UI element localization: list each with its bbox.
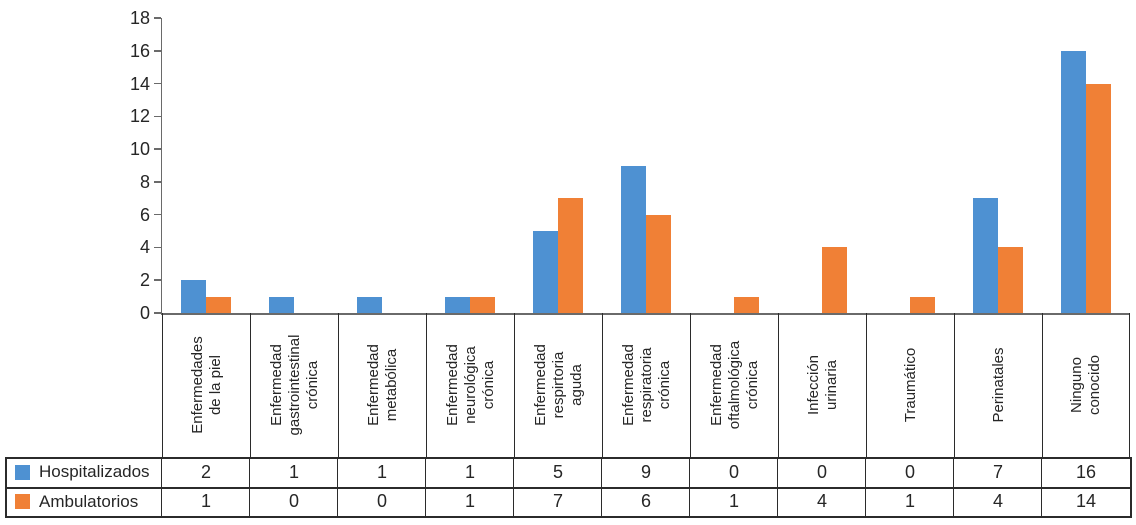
table-border-top (5, 457, 1132, 459)
y-tick-mark (153, 181, 161, 183)
category-cell-1: Enfermedad gastrointestinal crónica (250, 313, 338, 457)
table-cell-ambulatorios-5: 6 (640, 491, 651, 511)
table-cell-hospitalizados-3: 1 (464, 462, 475, 482)
category-cell-3: Enfermedad neurológica crónica (426, 313, 514, 457)
table-border-bottom (5, 516, 1132, 518)
table-column-border (952, 457, 954, 516)
y-tick-mark (153, 82, 161, 85)
table-cell-ambulatorios-7: 4 (816, 491, 827, 511)
legend-label-hospitalizados: Hospitalizados (39, 462, 150, 481)
table-border-middle (5, 487, 1132, 489)
table-cell-ambulatorios-6: 1 (728, 491, 739, 511)
y-tick-label: 0 (139, 303, 150, 323)
y-tick-mark (153, 246, 161, 249)
bar-ambulatorios-4 (558, 198, 583, 313)
bar-hospitalizados-4 (533, 231, 558, 313)
table-column-border (1040, 457, 1042, 516)
category-cell-2: Enfermedad metabólica (338, 313, 426, 457)
table-cell-hospitalizados-2: 1 (376, 462, 387, 482)
legend-label-ambulatorios: Ambulatorios (39, 492, 139, 511)
category-cell-5: Enfermedad respiratoria crónica (602, 313, 690, 457)
table-cell-hospitalizados-7: 0 (816, 462, 827, 482)
bar-ambulatorios-0 (206, 296, 231, 313)
y-tick-mark (153, 50, 161, 52)
table-cell-ambulatorios-10: 14 (1075, 491, 1097, 511)
table-column-border (160, 457, 162, 516)
bar-ambulatorios-9 (998, 247, 1023, 313)
y-tick-label: 8 (139, 171, 150, 192)
y-tick-mark (153, 312, 161, 314)
category-cell-0: Enfermedades de la piel (162, 313, 250, 457)
table-cell-hospitalizados-8: 0 (904, 462, 915, 482)
y-tick-label: 12 (129, 106, 150, 127)
bar-hospitalizados-5 (621, 165, 646, 313)
table-cell-ambulatorios-0: 1 (200, 491, 211, 511)
bar-hospitalizados-10 (1061, 50, 1086, 313)
y-tick-label: 18 (129, 8, 150, 28)
bar-hospitalizados-9 (973, 198, 998, 313)
table-column-border (600, 457, 602, 516)
y-tick-mark (153, 279, 161, 281)
category-cell-9: Perinatales (954, 313, 1042, 457)
table-cell-ambulatorios-8: 1 (904, 491, 915, 511)
category-cell-6: Enfermedad oftalmológica crónica (690, 313, 778, 457)
y-tick-mark (153, 148, 161, 150)
bar-hospitalizados-0 (181, 280, 206, 313)
y-tick-mark (153, 17, 161, 19)
bar-ambulatorios-7 (822, 247, 847, 313)
y-tick-label: 16 (129, 40, 150, 61)
legend-swatch-hospitalizados (15, 464, 30, 480)
y-tick-label: 14 (129, 73, 150, 94)
legend-swatch-ambulatorios (15, 494, 30, 509)
table-column-border (864, 457, 866, 516)
bar-hospitalizados-3 (445, 296, 470, 313)
y-tick-mark (153, 115, 161, 118)
y-tick-label: 2 (139, 270, 150, 291)
table-cell-hospitalizados-0: 2 (200, 462, 211, 482)
table-column-border (1130, 457, 1132, 516)
y-tick-label: 4 (139, 237, 150, 258)
bar-ambulatorios-5 (646, 214, 671, 313)
category-cell-4: Enfermedad respirtoria aguda (514, 313, 602, 457)
bar-ambulatorios-3 (470, 296, 495, 313)
table-column-border (424, 457, 426, 516)
table-cell-ambulatorios-9: 4 (992, 491, 1003, 511)
bar-hospitalizados-2 (357, 296, 382, 313)
y-axis-line (160, 18, 162, 313)
table-cell-ambulatorios-4: 7 (552, 491, 563, 511)
bar-hospitalizados-1 (269, 296, 294, 313)
table-cell-hospitalizados-4: 5 (552, 462, 563, 482)
table-cell-hospitalizados-1: 1 (288, 462, 299, 482)
table-column-border (248, 457, 250, 516)
table-cell-ambulatorios-1: 0 (288, 491, 299, 511)
table-column-border (336, 457, 338, 516)
category-cell-8: Traumático (866, 313, 954, 457)
table-cell-ambulatorios-2: 0 (376, 491, 387, 511)
table-column-border (776, 457, 778, 516)
table-cell-hospitalizados-6: 0 (728, 462, 739, 482)
y-tick-label: 10 (129, 139, 150, 160)
y-tick-mark (153, 213, 161, 216)
x-axis-line (160, 313, 1130, 315)
bar-ambulatorios-10 (1086, 83, 1111, 313)
table-border-left (5, 457, 7, 518)
y-tick-label: 6 (139, 204, 150, 225)
table-cell-hospitalizados-10: 16 (1075, 462, 1097, 482)
bar-ambulatorios-6 (734, 296, 759, 313)
table-column-border (512, 457, 514, 516)
table-cell-ambulatorios-3: 1 (464, 491, 475, 511)
table-cell-hospitalizados-9: 7 (992, 462, 1003, 482)
category-cell-7: Infección urinaria (778, 313, 866, 457)
bar-ambulatorios-8 (910, 296, 935, 313)
table-cell-hospitalizados-5: 9 (640, 462, 651, 482)
table-column-border (688, 457, 690, 516)
category-cell-10: Ninguno conocido (1042, 313, 1130, 457)
